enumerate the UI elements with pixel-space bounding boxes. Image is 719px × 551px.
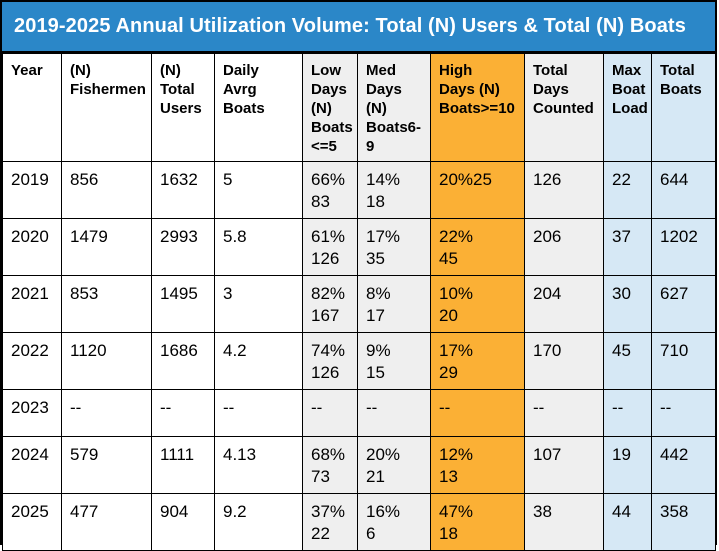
table-row: 2022 1120 1686 4.2 74% 126 9% 15 17% 29 170 45 71… [2,332,716,390]
column-header: Max Boat Load [603,53,652,162]
table-cell: 16% 6 [357,493,431,551]
table-cell: 904 [151,493,215,551]
table-cell: 644 [651,161,716,219]
table-cell: 853 [61,275,152,333]
table-cell: 22% 45 [430,218,525,276]
table-cell: 20%25 [430,161,525,219]
column-header: (N) Total Users [151,53,215,162]
table-cell: 68% 73 [302,436,358,494]
table-cell: -- [214,389,303,437]
table-row: 2020 1479 2993 5.8 61% 126 17% 35 22% 45 206 37 1… [2,218,716,276]
table-cell: 45 [603,332,652,390]
table-cell: -- [61,389,152,437]
table-row: 2021 853 1495 3 82% 167 8% 17 10% 20 204 30 627 [2,275,716,333]
column-header: High Days (N) Boats>=10 [430,53,525,162]
table-cell: -- [603,389,652,437]
column-header: (N) Fishermen [61,53,152,162]
table-cell: 358 [651,493,716,551]
table-cell: 856 [61,161,152,219]
table-cell: 1495 [151,275,215,333]
table-header-row: Year (N) Fishermen (N) Total Users Daily Av… [2,53,716,162]
table-cell: 9.2 [214,493,303,551]
table-cell: -- [151,389,215,437]
table-row: 2019 856 1632 5 66% 83 14% 18 20%25 126 22 644 [2,161,716,219]
table-cell: 2019 [2,161,62,219]
table-cell: 126 [524,161,604,219]
column-header: Low Days (N) Boats <=5 [302,53,358,162]
table-cell: 9% 15 [357,332,431,390]
table-cell: 1120 [61,332,152,390]
table-cell: 710 [651,332,716,390]
table-cell: 74% 126 [302,332,358,390]
table-cell: 2025 [2,493,62,551]
table-cell: 22 [603,161,652,219]
column-header: Year [2,53,62,162]
utilization-table: Year (N) Fishermen (N) Total Users Daily Av… [2,53,716,551]
table-row: 2025 477 904 9.2 37% 22 16% 6 47% 18 38 44 358 [2,493,716,551]
table-cell: 47% 18 [430,493,525,551]
table-cell: 579 [61,436,152,494]
table-cell: -- [524,389,604,437]
table-cell: 3 [214,275,303,333]
table-cell: 37% 22 [302,493,358,551]
table-cell: 1111 [151,436,215,494]
table-row: 2023 -- -- -- -- -- -- -- -- -- [2,389,716,437]
column-header: Total Days Counted [524,53,604,162]
report-title-bar: 2019-2025 Annual Utilization Volume: Tot… [2,2,715,53]
table-cell: 206 [524,218,604,276]
report-title: 2019-2025 Annual Utilization Volume: Tot… [14,15,686,37]
table-cell: 17% 35 [357,218,431,276]
table-cell: 2024 [2,436,62,494]
table-cell: 204 [524,275,604,333]
table-cell: 10% 20 [430,275,525,333]
table-cell: 107 [524,436,604,494]
table-cell: 19 [603,436,652,494]
table-cell: 44 [603,493,652,551]
table-cell: 2023 [2,389,62,437]
table-cell: 2020 [2,218,62,276]
table-cell: 1632 [151,161,215,219]
table-cell: 5.8 [214,218,303,276]
table-cell: 442 [651,436,716,494]
table-cell: 20% 21 [357,436,431,494]
table-cell: 66% 83 [302,161,358,219]
table-cell: 1686 [151,332,215,390]
table-cell: 170 [524,332,604,390]
table-cell: 17% 29 [430,332,525,390]
column-header: Med Days (N) Boats6- 9 [357,53,431,162]
table-cell: 12% 13 [430,436,525,494]
table-cell: 8% 17 [357,275,431,333]
table-cell: 477 [61,493,152,551]
table-cell: 14% 18 [357,161,431,219]
table-cell: 38 [524,493,604,551]
table-cell: 627 [651,275,716,333]
table-cell: -- [357,389,431,437]
column-header: Daily Avrg Boats [214,53,303,162]
table-cell: 2022 [2,332,62,390]
table-cell: 37 [603,218,652,276]
table-cell: 2021 [2,275,62,333]
table-cell: 5 [214,161,303,219]
table-cell: -- [651,389,716,437]
table-cell: 4.13 [214,436,303,494]
table-cell: 2993 [151,218,215,276]
table-cell: 1202 [651,218,716,276]
table-cell: 61% 126 [302,218,358,276]
table-cell: -- [430,389,525,437]
table-cell: 4.2 [214,332,303,390]
table-cell: 30 [603,275,652,333]
column-header: Total Boats [651,53,716,162]
table-cell: 82% 167 [302,275,358,333]
table-cell: 1479 [61,218,152,276]
table-row: 2024 579 1111 4.13 68% 73 20% 21 12% 13 107 19 44… [2,436,716,494]
table-cell: -- [302,389,358,437]
